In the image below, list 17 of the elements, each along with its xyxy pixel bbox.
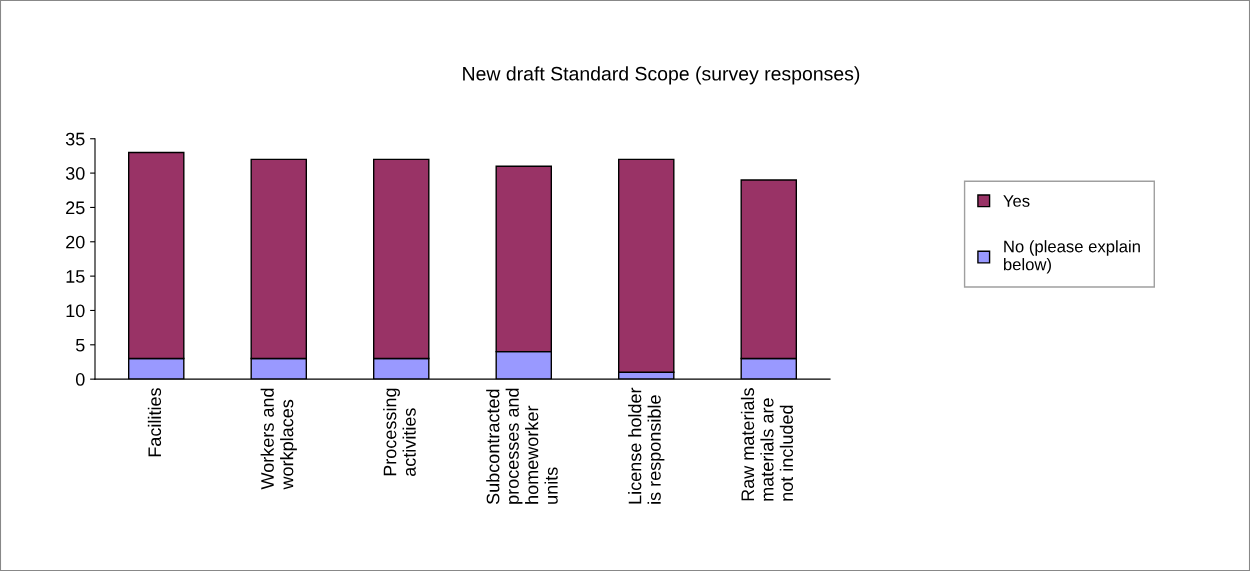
x-tick-label: Workers and workplaces (260, 388, 297, 490)
x-tick-label: Raw materials materials are not included (740, 388, 794, 501)
y-tick-label: 10 (66, 304, 85, 318)
y-tick-label: 25 (66, 201, 85, 215)
y-tick-label: 5 (75, 338, 85, 352)
y-tick-label: 30 (65, 167, 85, 180)
chart-title: New draft Standard Scope (survey responses) (463, 66, 860, 85)
legend-label: Yes (1003, 195, 1030, 207)
x-tick-label: Facilities (147, 388, 162, 457)
y-tick-label: 0 (75, 373, 85, 386)
x-tick-label: License holder is responsible (628, 387, 665, 504)
x-tick-label: Processing activities (383, 388, 416, 477)
y-tick-label: 35 (65, 132, 85, 146)
y-tick-label: 20 (66, 235, 85, 249)
legend-label: No (please explain below) (1003, 240, 1140, 274)
y-tick-label: 15 (66, 270, 85, 283)
x-tick-label: Subcontracted processes and homeworker units (486, 388, 558, 505)
